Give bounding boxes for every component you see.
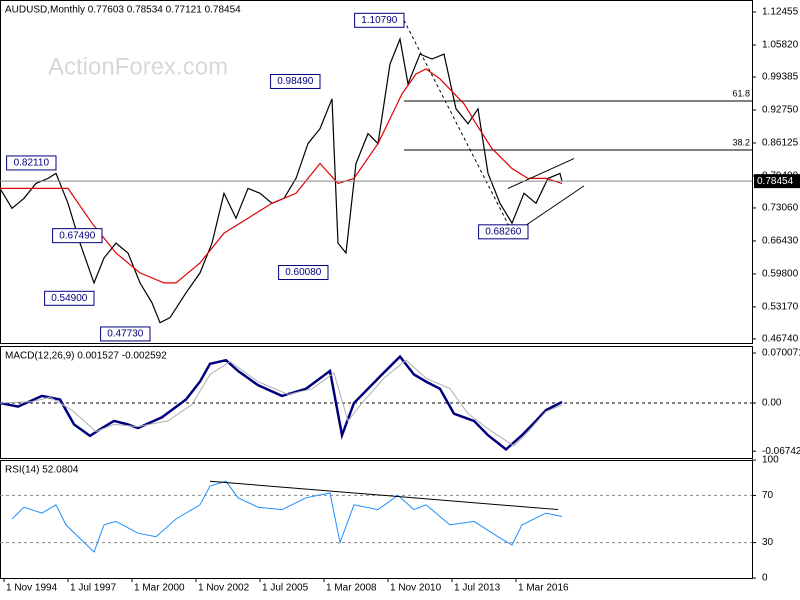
y-tick-label: 0.00 xyxy=(762,398,782,409)
price-label: 0.54900 xyxy=(51,293,88,304)
trendline xyxy=(517,185,585,232)
x-tick-label: 1 Jul 2013 xyxy=(454,583,501,594)
y-tick-label: 1.12455 xyxy=(762,7,799,18)
price-label: 0.98490 xyxy=(277,76,314,87)
series-line xyxy=(0,68,563,284)
x-tick-label: 1 Nov 2002 xyxy=(198,583,250,594)
series-line xyxy=(0,359,563,447)
y-tick-label: 0.46740 xyxy=(762,334,799,345)
price-label: 0.60080 xyxy=(285,267,322,278)
x-tick-label: 1 Nov 2010 xyxy=(390,583,442,594)
y-tick-label: 1.05820 xyxy=(762,40,799,51)
y-tick-label: 30 xyxy=(762,537,774,548)
y-tick-label: 0.070071 xyxy=(762,348,800,359)
x-tick-label: 1 Mar 2000 xyxy=(134,583,185,594)
price-label: 0.82110 xyxy=(14,158,50,169)
series-line xyxy=(0,36,563,324)
price-label-box xyxy=(278,265,329,281)
x-tick-label: 1 Jul 1997 xyxy=(70,583,117,594)
price-label: 1.10790 xyxy=(361,15,398,26)
last-price-label: 0.78454 xyxy=(757,176,794,187)
last-price-box xyxy=(754,174,800,189)
x-tick-label: 1 Jul 2005 xyxy=(262,583,309,594)
y-tick-label: 0.66430 xyxy=(762,236,799,247)
price-label: 0.47730 xyxy=(107,329,144,340)
fib-label: 61.8 xyxy=(732,88,750,98)
price-label-box xyxy=(478,224,529,240)
price-label-box xyxy=(52,228,103,244)
price-label: 0.67490 xyxy=(59,230,96,241)
y-tick-label: 0.53170 xyxy=(762,302,799,313)
series-line xyxy=(0,354,563,452)
price-label-box xyxy=(354,12,405,28)
panel-title: RSI(14) 52.0804 xyxy=(5,465,79,476)
panel-frame xyxy=(0,460,753,579)
panel-frame xyxy=(0,0,753,344)
y-tick-label: 0.86125 xyxy=(762,138,799,149)
panel-title: AUDUSD,Monthly 0.77603 0.78534 0.77121 0… xyxy=(5,5,241,16)
trendline xyxy=(209,480,559,511)
fib-label: 38.2 xyxy=(732,137,750,147)
series-line xyxy=(11,480,563,553)
price-label: 0.68260 xyxy=(485,226,522,237)
panel-title: MACD(12,26,9) 0.001527 -0.002592 xyxy=(5,351,167,362)
y-tick-label: -0.067423 xyxy=(762,446,800,457)
y-tick-label: 100 xyxy=(762,455,779,466)
price-label-box xyxy=(44,290,95,306)
price-label-box xyxy=(100,326,151,342)
price-label-box xyxy=(270,73,321,89)
price-label-box xyxy=(6,155,57,171)
y-tick-label: 0.59800 xyxy=(762,269,799,280)
x-tick-label: 1 Mar 2016 xyxy=(518,583,569,594)
x-tick-label: 1 Nov 1994 xyxy=(6,583,58,594)
trendline xyxy=(507,158,575,189)
y-tick-label: 0 xyxy=(762,573,768,584)
watermark: ActionForex.com xyxy=(48,53,228,80)
y-tick-label: 70 xyxy=(762,490,774,501)
y-tick-label: 0.73060 xyxy=(762,203,799,214)
y-tick-label: 0.99385 xyxy=(762,72,799,83)
x-tick-label: 1 Mar 2008 xyxy=(326,583,377,594)
y-tick-label: 0.92750 xyxy=(762,105,799,116)
